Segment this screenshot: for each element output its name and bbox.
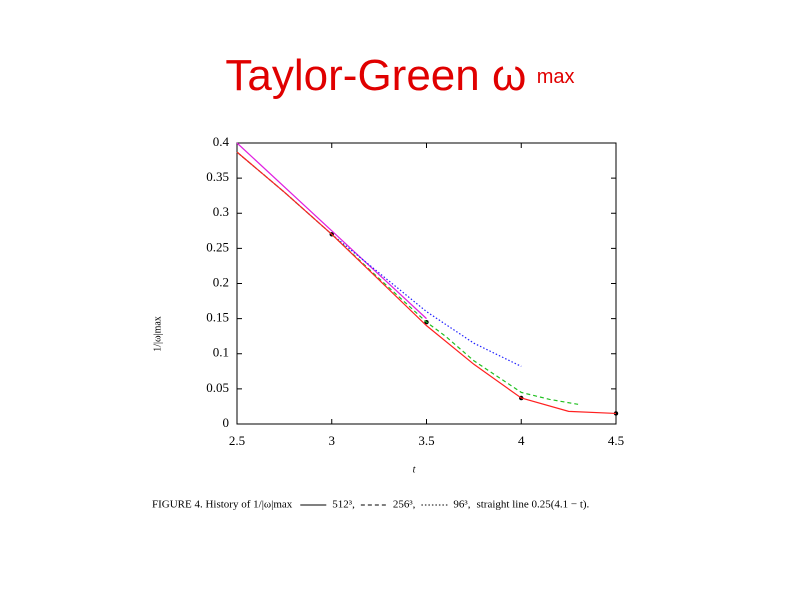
y-tick-label: 0.25 bbox=[206, 239, 229, 254]
series-line bbox=[236, 151, 522, 367]
y-tick-label: 0.2 bbox=[213, 274, 229, 289]
y-tick-label: 0.4 bbox=[213, 134, 230, 149]
chart-title-group: Taylor-Green ω max bbox=[225, 51, 574, 100]
x-tick-label: 2.5 bbox=[229, 433, 245, 448]
y-tick-label: 0.35 bbox=[206, 169, 229, 184]
chart-title-subscript: max bbox=[537, 66, 575, 88]
y-tick-label: 0 bbox=[223, 415, 230, 430]
y-tick-label: 0.3 bbox=[213, 204, 229, 219]
chart-title: Taylor-Green ω bbox=[225, 51, 526, 100]
series-line bbox=[236, 151, 617, 415]
y-tick-label: 0.05 bbox=[206, 380, 229, 395]
x-tick-label: 3 bbox=[329, 433, 336, 448]
legend-label: straight line 0.25(4.1 − t). bbox=[476, 499, 589, 511]
plot-frame bbox=[236, 142, 617, 425]
legend-label: 96³, bbox=[453, 499, 470, 511]
y-tick-label: 0.1 bbox=[213, 345, 229, 360]
x-tick-label: 4 bbox=[518, 433, 525, 448]
x-tick-label: 4.5 bbox=[608, 433, 624, 448]
x-axis-label: t bbox=[413, 464, 416, 475]
legend-label: 256³, bbox=[393, 499, 416, 511]
y-tick-label: 0.15 bbox=[206, 310, 229, 325]
legend-label: 512³, bbox=[332, 499, 355, 511]
caption: FIGURE 4. History of 1/|ω|max bbox=[152, 499, 293, 511]
series-line bbox=[236, 142, 427, 320]
y-axis-label: 1/|ω|max bbox=[152, 316, 163, 352]
x-tick-label: 3.5 bbox=[418, 433, 434, 448]
